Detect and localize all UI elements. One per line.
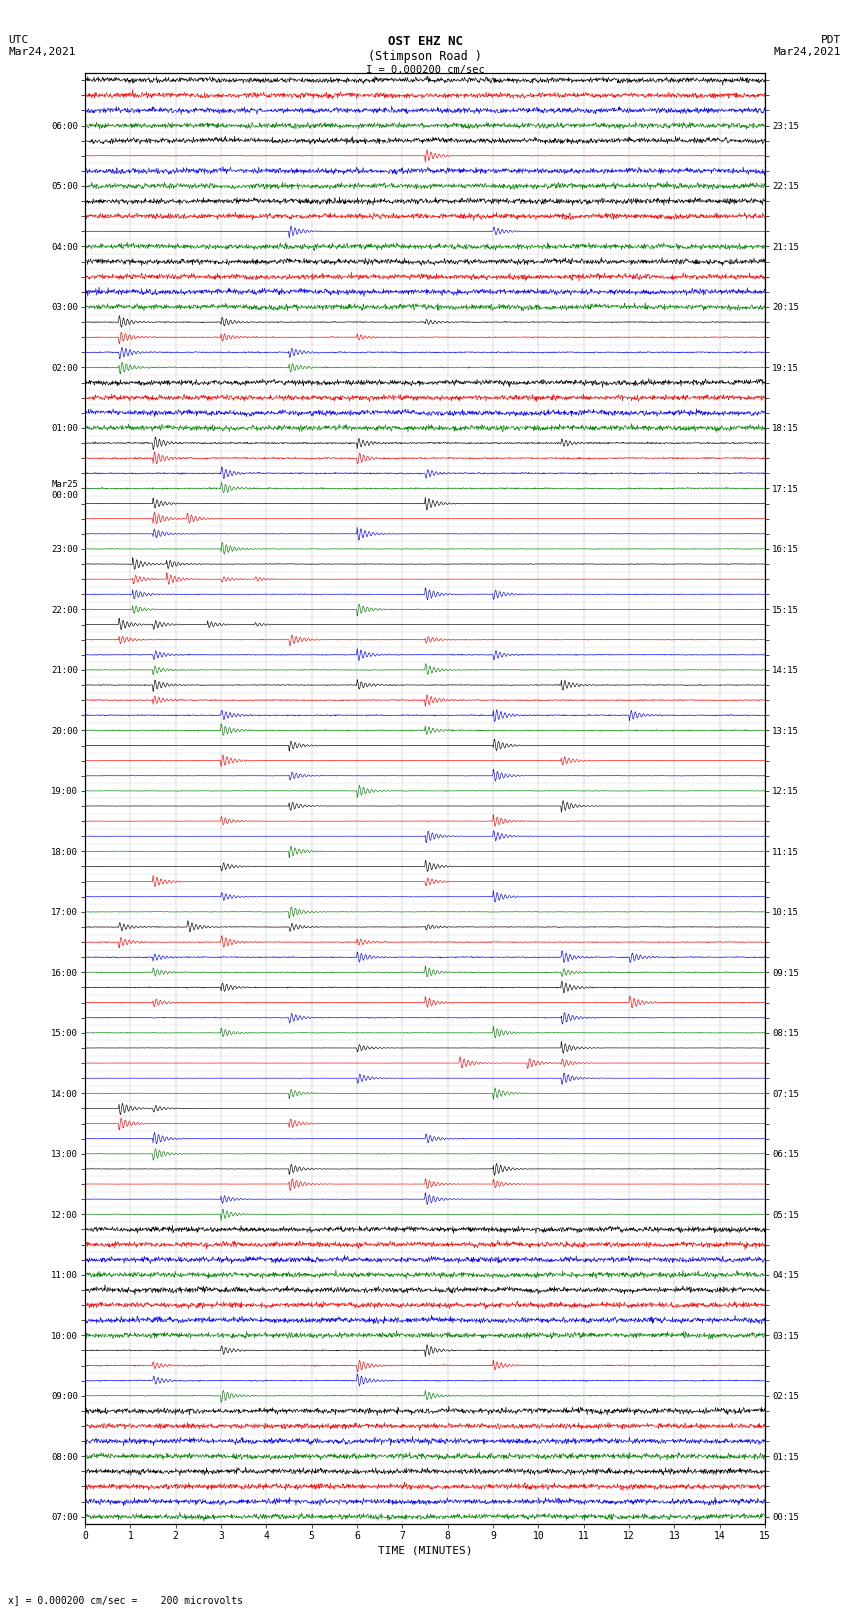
Text: (Stimpson Road ): (Stimpson Road ) xyxy=(368,50,482,63)
Text: UTC
Mar24,2021: UTC Mar24,2021 xyxy=(8,35,76,56)
Text: I = 0.000200 cm/sec: I = 0.000200 cm/sec xyxy=(366,65,484,74)
Text: PDT
Mar24,2021: PDT Mar24,2021 xyxy=(774,35,842,56)
X-axis label: TIME (MINUTES): TIME (MINUTES) xyxy=(377,1545,473,1555)
Text: OST EHZ NC: OST EHZ NC xyxy=(388,35,462,48)
Text: x] = 0.000200 cm/sec =    200 microvolts: x] = 0.000200 cm/sec = 200 microvolts xyxy=(8,1595,243,1605)
